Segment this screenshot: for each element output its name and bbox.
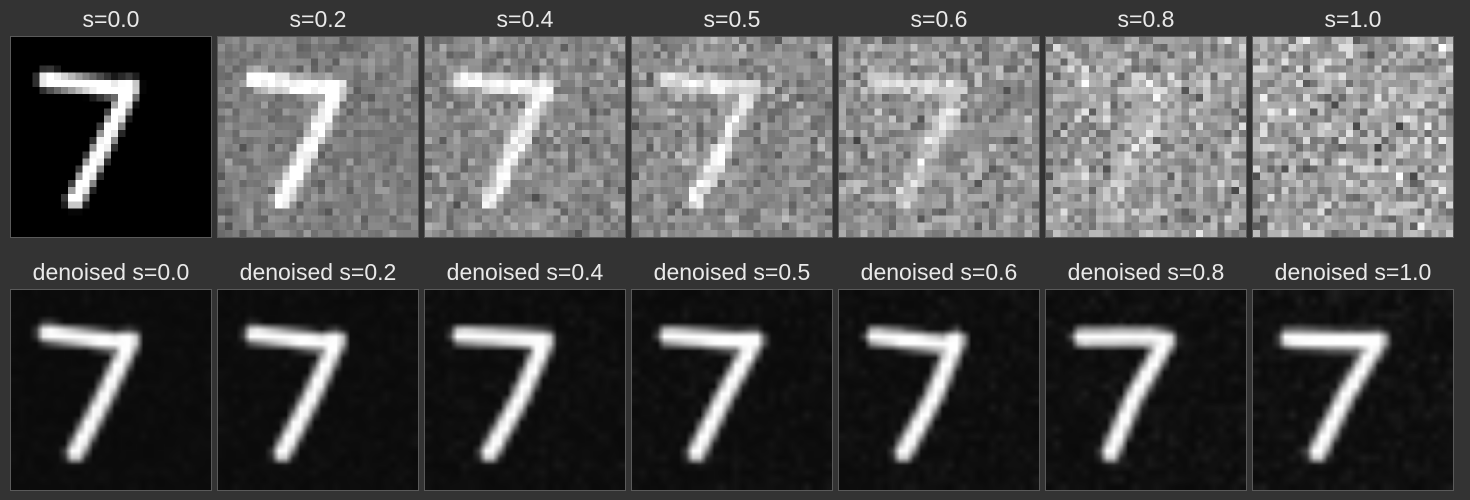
denoised-digit-image	[217, 289, 419, 491]
noisy-panel: s=0.6	[838, 0, 1040, 238]
noisy-panel: s=1.0	[1252, 0, 1454, 238]
denoised-panel: denoised s=0.2	[217, 253, 419, 491]
noisy-digit-image	[631, 36, 833, 238]
denoised-panel-label: denoised s=0.4	[446, 259, 604, 285]
denoised-panel: denoised s=0.4	[424, 253, 626, 491]
noisy-images-row: s=0.0 s=0.2 s=0.4 s=0.5 s=0.6 s=0.8 s=1.…	[10, 0, 1460, 238]
denoised-panel-label: denoised s=1.0	[1274, 259, 1432, 285]
noisy-panel: s=0.0	[10, 0, 212, 238]
denoised-digit-image	[838, 289, 1040, 491]
noisy-panel: s=0.5	[631, 0, 833, 238]
noisy-panel-label: s=0.0	[82, 6, 140, 32]
noisy-panel: s=0.2	[217, 0, 419, 238]
noisy-panel-label: s=0.5	[703, 6, 761, 32]
noisy-digit-image	[838, 36, 1040, 238]
denoised-panel: denoised s=0.5	[631, 253, 833, 491]
noisy-digit-image	[217, 36, 419, 238]
noisy-digit-image	[424, 36, 626, 238]
denoised-digit-image	[1045, 289, 1247, 491]
denoised-images-row: denoised s=0.0 denoised s=0.2 denoised s…	[10, 253, 1460, 491]
noisy-panel-label: s=0.2	[289, 6, 347, 32]
noisy-panel: s=0.8	[1045, 0, 1247, 238]
noisy-panel: s=0.4	[424, 0, 626, 238]
denoised-panel: denoised s=0.0	[10, 253, 212, 491]
denoised-panel: denoised s=1.0	[1252, 253, 1454, 491]
noisy-digit-image	[10, 36, 212, 238]
noisy-panel-label: s=0.4	[496, 6, 554, 32]
denoised-digit-image	[10, 289, 212, 491]
noisy-digit-image	[1252, 36, 1454, 238]
denoised-panel: denoised s=0.8	[1045, 253, 1247, 491]
noisy-digit-image	[1045, 36, 1247, 238]
denoised-digit-image	[631, 289, 833, 491]
denoised-panel-label: denoised s=0.8	[1067, 259, 1225, 285]
denoised-panel-label: denoised s=0.0	[32, 259, 190, 285]
denoised-digit-image	[424, 289, 626, 491]
denoised-panel-label: denoised s=0.5	[653, 259, 811, 285]
noisy-panel-label: s=0.6	[910, 6, 968, 32]
denoised-panel-label: denoised s=0.6	[860, 259, 1018, 285]
denoised-panel: denoised s=0.6	[838, 253, 1040, 491]
noisy-panel-label: s=0.8	[1117, 6, 1175, 32]
denoised-digit-image	[1252, 289, 1454, 491]
noisy-panel-label: s=1.0	[1324, 6, 1382, 32]
denoised-panel-label: denoised s=0.2	[239, 259, 397, 285]
